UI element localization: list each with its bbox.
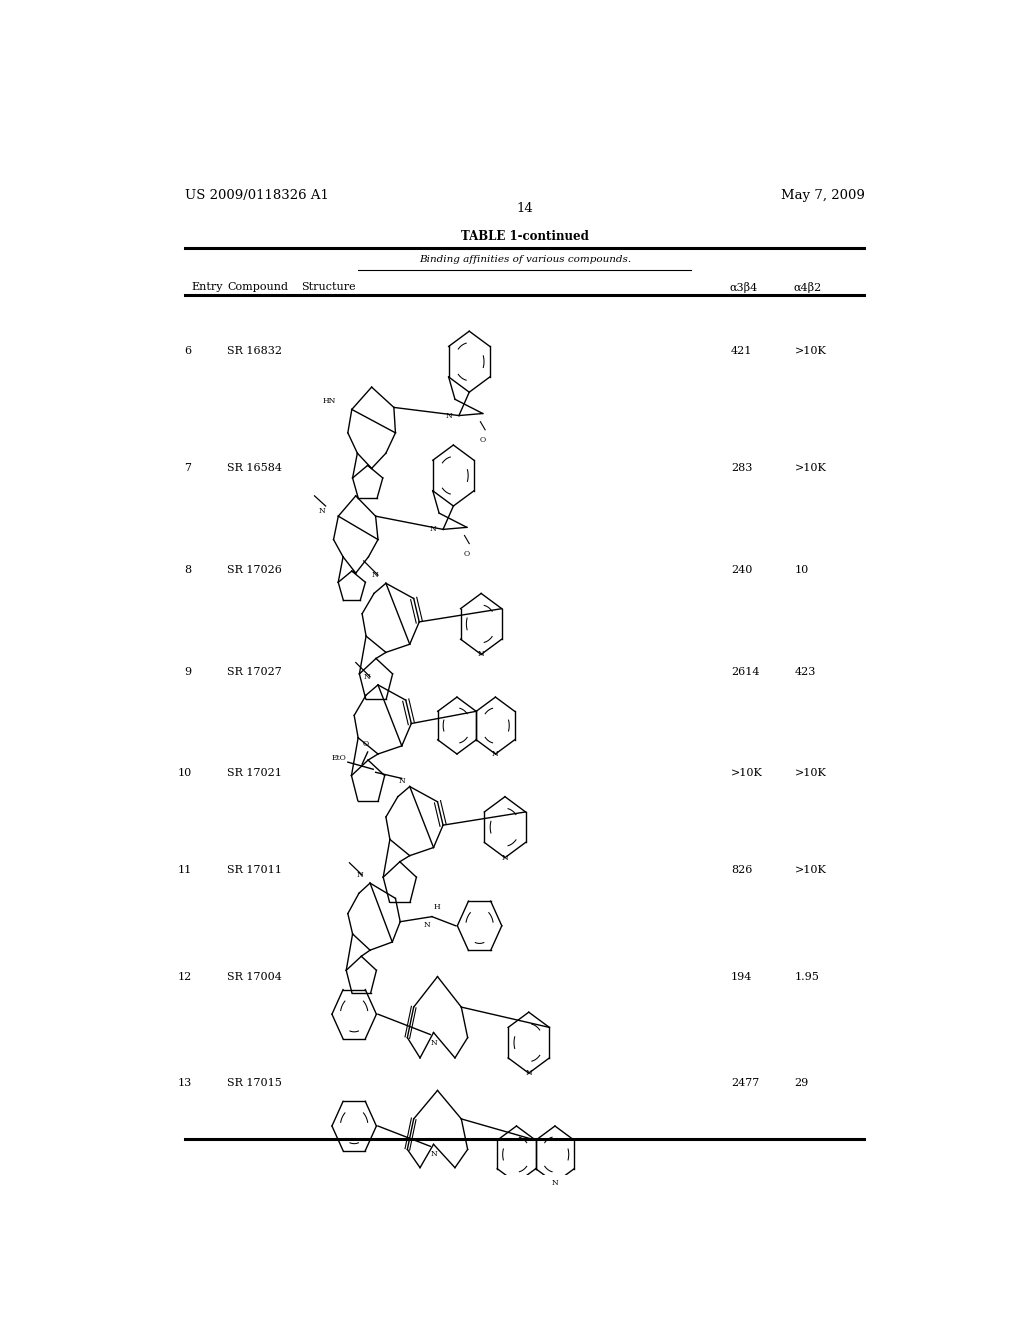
Text: N: N [372, 572, 378, 579]
Text: N: N [364, 673, 370, 681]
Text: 194: 194 [731, 972, 753, 982]
Text: 826: 826 [731, 865, 753, 875]
Text: O: O [479, 436, 485, 444]
Text: 283: 283 [731, 463, 753, 474]
Text: SR 17021: SR 17021 [227, 768, 282, 779]
Text: 240: 240 [731, 565, 753, 576]
Text: SR 17027: SR 17027 [227, 667, 282, 677]
Text: N: N [430, 525, 436, 533]
Text: SR 16584: SR 16584 [227, 463, 283, 474]
Text: TABLE 1-continued: TABLE 1-continued [461, 230, 589, 243]
Text: Compound: Compound [227, 282, 288, 293]
Text: N: N [493, 750, 499, 758]
Text: Binding affinities of various compounds.: Binding affinities of various compounds. [419, 255, 631, 264]
Text: α4β2: α4β2 [793, 282, 821, 293]
Text: 14: 14 [516, 202, 534, 215]
Text: O: O [362, 741, 369, 748]
Text: Entry: Entry [191, 282, 223, 293]
Text: 7: 7 [184, 463, 191, 474]
Text: 10: 10 [795, 565, 809, 576]
Text: 9: 9 [184, 667, 191, 677]
Text: 2614: 2614 [731, 667, 760, 677]
Text: 12: 12 [177, 972, 191, 982]
Text: 10: 10 [177, 768, 191, 779]
Text: Structure: Structure [301, 282, 355, 293]
Text: SR 17004: SR 17004 [227, 972, 282, 982]
Text: >10K: >10K [795, 346, 826, 356]
Text: N: N [399, 776, 406, 784]
Text: >10K: >10K [731, 768, 763, 779]
Text: N: N [430, 1151, 437, 1159]
Text: 11: 11 [177, 865, 191, 875]
Text: N: N [424, 921, 430, 929]
Text: N: N [525, 1069, 532, 1077]
Text: 6: 6 [184, 346, 191, 356]
Text: N: N [552, 1179, 558, 1187]
Text: α3β4: α3β4 [729, 282, 758, 293]
Text: SR 17026: SR 17026 [227, 565, 282, 576]
Text: N: N [445, 412, 453, 420]
Text: N: N [502, 854, 508, 862]
Text: H: H [433, 903, 440, 911]
Text: 29: 29 [795, 1078, 809, 1088]
Text: N: N [478, 651, 484, 659]
Text: 2477: 2477 [731, 1078, 760, 1088]
Text: N: N [357, 871, 364, 879]
Text: US 2009/0118326 A1: US 2009/0118326 A1 [185, 189, 329, 202]
Text: May 7, 2009: May 7, 2009 [780, 189, 864, 202]
Text: SR 17011: SR 17011 [227, 865, 282, 875]
Text: 421: 421 [731, 346, 753, 356]
Text: >10K: >10K [795, 463, 826, 474]
Text: 423: 423 [795, 667, 816, 677]
Text: >10K: >10K [795, 768, 826, 779]
Text: 1.95: 1.95 [795, 972, 819, 982]
Text: 13: 13 [177, 1078, 191, 1088]
Text: SR 16832: SR 16832 [227, 346, 283, 356]
Text: N: N [318, 507, 326, 515]
Text: N: N [430, 1039, 437, 1047]
Text: HN: HN [323, 397, 336, 405]
Text: >10K: >10K [795, 865, 826, 875]
Text: EtO: EtO [332, 754, 346, 762]
Text: SR 17015: SR 17015 [227, 1078, 282, 1088]
Text: 8: 8 [184, 565, 191, 576]
Text: O: O [464, 549, 470, 558]
